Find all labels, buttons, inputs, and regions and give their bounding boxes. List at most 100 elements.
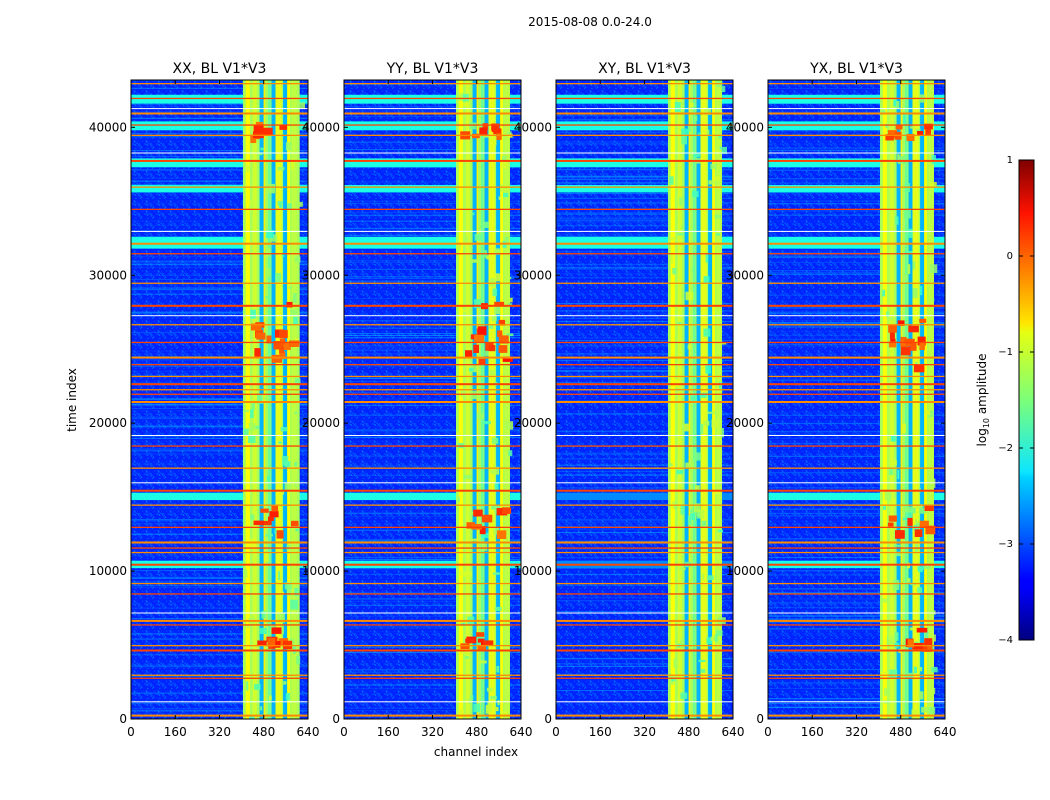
hot-patch <box>260 508 269 513</box>
y-tick-label: 0 <box>332 712 340 726</box>
noise-row <box>131 87 308 89</box>
noise-row <box>344 345 521 347</box>
noise-row <box>131 349 308 351</box>
noise-row <box>556 597 733 599</box>
signal-stripe <box>465 80 470 719</box>
noise-row <box>131 464 308 466</box>
flagged-row <box>556 134 733 136</box>
signal-speck <box>702 573 705 581</box>
noise-row <box>768 557 945 558</box>
flagged-row <box>344 624 521 626</box>
signal-speck <box>883 506 887 510</box>
signal-speck <box>290 309 298 316</box>
noise-row <box>344 211 521 213</box>
hot-patch <box>895 124 903 130</box>
signal-speck <box>918 567 923 573</box>
flagged-row <box>768 186 945 188</box>
figure-suptitle: 2015-08-08 0.0-24.0 <box>528 15 652 29</box>
signal-speck <box>706 129 710 135</box>
noise-row <box>768 703 945 704</box>
noise-row <box>131 437 308 439</box>
flagged-row <box>556 97 733 100</box>
hot-patch <box>289 340 300 347</box>
noise-row <box>131 286 308 288</box>
signal-speck <box>277 200 283 206</box>
heatmap-panels: XX, BL V1*V3 0 160 320 480 640 0 10000 20000 3000… <box>89 61 957 739</box>
noise-row <box>556 276 733 278</box>
flagged-row <box>344 393 521 395</box>
flagged-row <box>556 389 733 391</box>
noise-row <box>344 229 521 231</box>
noise-row <box>344 556 521 558</box>
signal-speck <box>261 610 266 619</box>
flagged-row <box>131 445 308 447</box>
hot-patch <box>491 123 498 131</box>
noise-row <box>131 576 308 578</box>
signal-speck <box>473 703 480 713</box>
flagged-row <box>556 282 733 284</box>
flagged-row <box>768 649 945 652</box>
signal-speck <box>482 221 489 228</box>
signal-speck <box>492 288 498 297</box>
flagged-row <box>768 401 945 403</box>
noise-row <box>344 574 521 575</box>
noise-row <box>556 474 733 476</box>
hot-patch <box>493 128 502 135</box>
signal-speck <box>697 132 701 135</box>
x-tick-label: 320 <box>845 725 868 739</box>
noise-row <box>768 538 945 540</box>
y-tick-label: 10000 <box>302 564 340 578</box>
noise-row <box>556 254 733 256</box>
noise-row <box>556 430 733 432</box>
noise-row <box>344 628 521 629</box>
signal-speck <box>693 152 701 158</box>
signal-speck <box>287 203 292 211</box>
noise-row <box>768 192 945 194</box>
noise-row <box>556 119 733 121</box>
hot-patch <box>276 530 284 539</box>
noise-row <box>131 462 308 464</box>
signal-speck <box>705 253 709 263</box>
y-tick-label: 0 <box>756 712 764 726</box>
noise-row <box>556 557 733 559</box>
y-tick-label: 20000 <box>89 416 127 430</box>
bright-time-band <box>556 158 733 168</box>
signal-speck <box>714 634 718 642</box>
signal-stripe <box>252 80 257 719</box>
signal-speck <box>268 695 272 701</box>
signal-speck <box>249 539 257 550</box>
signal-speck <box>468 698 472 704</box>
hot-patch <box>906 134 915 141</box>
signal-speck <box>260 706 263 711</box>
signal-speck <box>502 155 507 162</box>
noise-row <box>768 508 945 510</box>
signal-speck <box>250 309 256 319</box>
signal-speck <box>265 268 271 277</box>
noise-row <box>344 337 521 339</box>
noise-row <box>768 214 945 216</box>
noise-row <box>556 268 733 270</box>
noise-row <box>344 615 521 617</box>
hot-patch <box>271 627 282 634</box>
flagged-row <box>344 341 521 344</box>
signal-speck <box>684 423 689 432</box>
signal-speck <box>881 109 886 115</box>
noise-row <box>768 348 945 350</box>
noise-row <box>131 577 308 579</box>
hot-patch <box>250 323 262 331</box>
noise-row <box>344 213 521 215</box>
signal-speck <box>291 159 295 170</box>
signal-speck <box>249 82 252 89</box>
noise-row <box>556 663 733 665</box>
flagged-row <box>768 563 945 566</box>
x-tick-label: 160 <box>589 725 612 739</box>
signal-speck <box>275 272 282 283</box>
x-tick-label: 320 <box>421 725 444 739</box>
noise-row <box>556 548 733 550</box>
noise-row <box>131 425 308 427</box>
noise-row <box>344 378 521 379</box>
flagged-row <box>131 356 308 359</box>
signal-speck <box>924 563 932 569</box>
noise-row <box>768 294 945 296</box>
bright-time-band <box>768 94 945 104</box>
